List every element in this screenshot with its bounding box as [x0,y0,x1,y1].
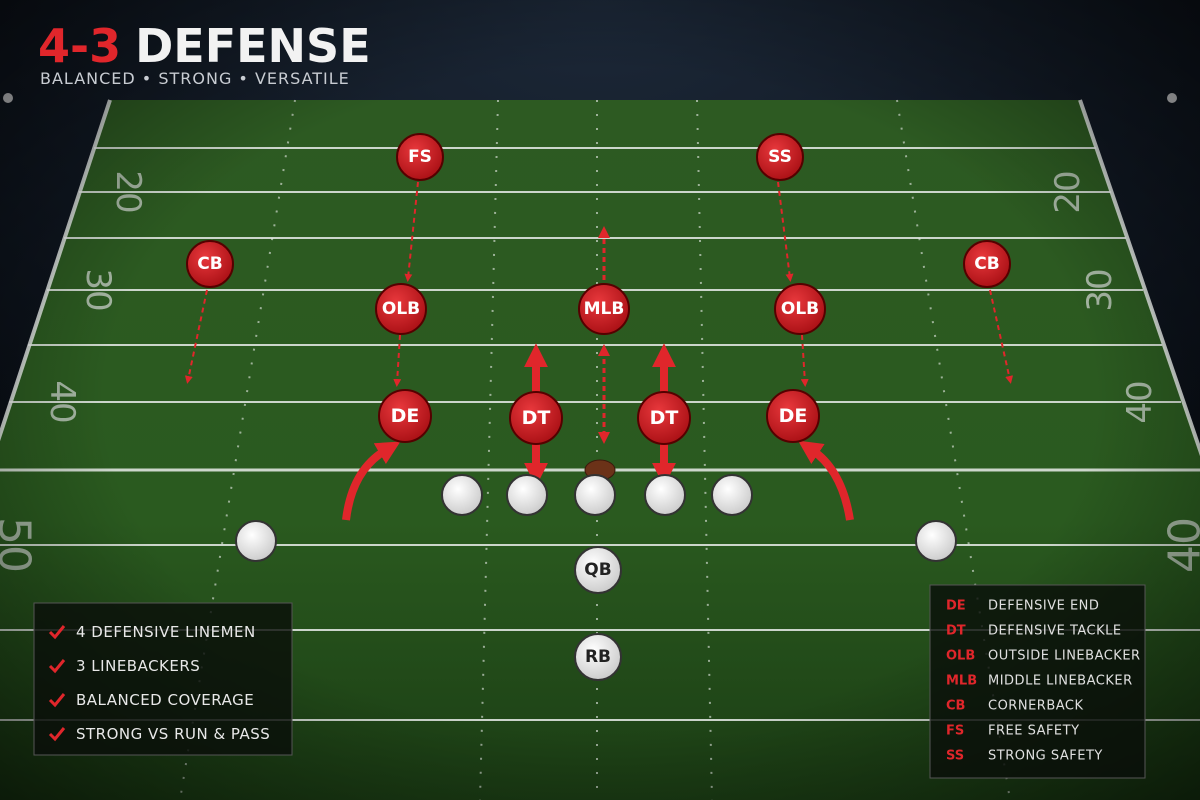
defense: FS SS CB CB OLB MLB OLB DE DT DT DE [186,133,1011,445]
player-cb: CB [963,240,1011,288]
check-icons [48,625,66,742]
checklist-item: 3 LINEBACKERS [76,657,200,675]
player-dt: DT [509,391,563,445]
player-label: OLB [382,299,420,319]
player-cb: CB [186,240,234,288]
legend-abbr: CB [946,699,965,714]
player-label: DE [779,405,808,427]
player-label: CB [197,254,222,274]
title-red: 4-3 [38,19,121,73]
rush-arrows [342,343,854,521]
player-de: DE [766,389,820,443]
player-label: RB [585,647,611,667]
player-olb: OLB [774,283,826,335]
legend-meaning: DEFENSIVE END [988,599,1099,614]
legend-meaning: OUTSIDE LINEBACKER [988,649,1141,664]
subtitle: BALANCED • STRONG • VERSATILE [40,69,350,88]
player-de: DE [378,389,432,443]
legend-meaning: MIDDLE LINEBACKER [988,674,1133,689]
legend-meaning: STRONG SAFETY [988,749,1103,764]
player-mlb: MLB [578,283,630,335]
player-label: MLB [584,299,625,319]
player-olb: OLB [375,283,427,335]
legend-abbr: DT [946,624,966,639]
legend-abbr: DE [946,599,966,614]
title: 4-3 DEFENSE [38,19,371,73]
legend-panel [929,584,1146,779]
title-white: DEFENSE [135,19,371,73]
player-dt: DT [637,391,691,445]
checklist-item: BALANCED COVERAGE [76,691,254,709]
legend-abbr: SS [946,749,964,764]
player-label: FS [408,147,432,167]
legend-abbr: FS [946,724,964,739]
player-ss: SS [756,133,804,181]
player-label: CB [974,254,999,274]
legend-abbr: OLB [946,649,975,664]
checklist-item: STRONG VS RUN & PASS [76,725,270,743]
checklist-item: 4 DEFENSIVE LINEMEN [76,623,256,641]
player-label: DE [391,405,420,427]
legend: DE DEFENSIVE END DT DEFENSIVE TACKLE OLB OUTS… [946,599,1141,764]
legend-abbr: MLB [946,674,977,689]
player-label: DT [522,407,551,429]
route-arrows [184,181,1014,444]
player-fs: FS [396,133,444,181]
legend-meaning: FREE SAFETY [988,724,1080,739]
player-label: SS [768,147,792,167]
player-label: OLB [781,299,819,319]
legend-meaning: CORNERBACK [988,699,1084,714]
player-label: DT [650,407,679,429]
player-label: QB [584,560,611,580]
offense [235,474,957,681]
checklist-panel [33,602,293,756]
legend-meaning: DEFENSIVE TACKLE [988,624,1122,639]
